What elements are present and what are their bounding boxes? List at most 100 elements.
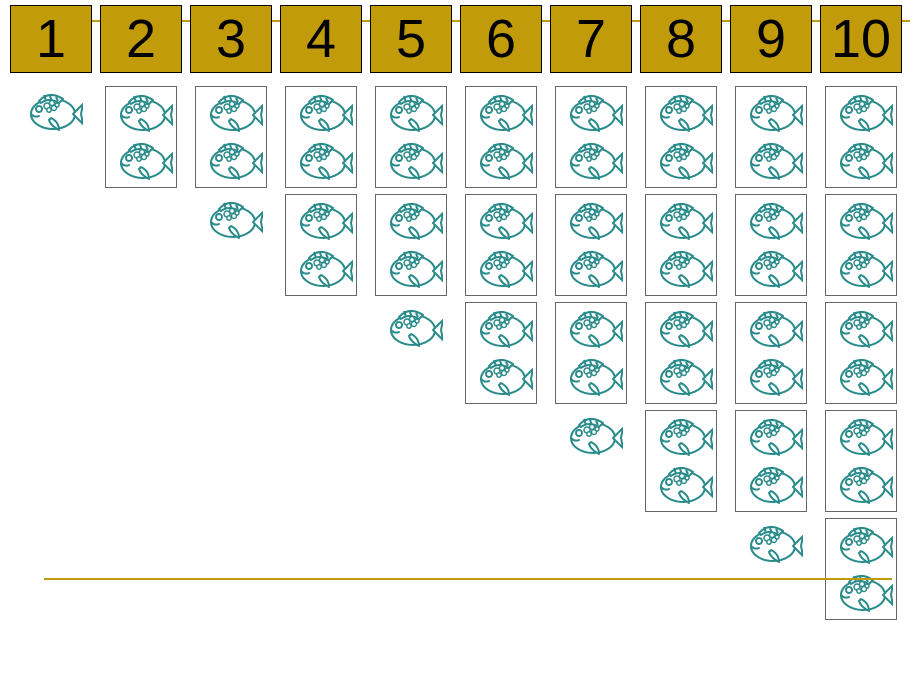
fish-pair-box <box>645 194 717 296</box>
fish-pair-box <box>645 410 717 512</box>
fish-column-8 <box>640 86 722 512</box>
fish-pair-box <box>555 86 627 188</box>
fish-icon <box>739 197 803 243</box>
fish-icon <box>379 304 443 350</box>
fish-icon <box>379 245 443 291</box>
fish-icon <box>199 89 263 135</box>
fish-icon <box>379 89 443 135</box>
fish-icon <box>559 412 623 458</box>
number-tile-label: 9 <box>756 12 786 66</box>
fish-icon <box>649 353 713 399</box>
fish-pair-box <box>195 86 267 188</box>
fish-icon <box>109 89 173 135</box>
fish-icon <box>649 197 713 243</box>
fish-icon <box>739 413 803 459</box>
number-tile-8: 8 <box>640 5 722 73</box>
number-tile-5: 5 <box>370 5 452 73</box>
fish-icon <box>469 89 533 135</box>
fish-icon <box>289 197 353 243</box>
fish-icon <box>559 197 623 243</box>
fish-icon <box>739 461 803 507</box>
fish-column-1 <box>10 86 92 134</box>
fish-icon <box>649 89 713 135</box>
fish-pair-box <box>465 194 537 296</box>
number-tile-6: 6 <box>460 5 542 73</box>
fish-pair-box <box>825 410 897 512</box>
fish-pair-box <box>735 86 807 188</box>
number-tile-4: 4 <box>280 5 362 73</box>
fish-icon <box>649 305 713 351</box>
fish-icon <box>199 196 263 242</box>
fish-icon <box>109 137 173 183</box>
fish-pair-box <box>825 194 897 296</box>
fish-pair-box <box>645 302 717 404</box>
bottom-rule <box>44 578 892 580</box>
number-tile-label: 6 <box>486 12 516 66</box>
fish-icon <box>469 197 533 243</box>
fish-pair-box <box>105 86 177 188</box>
fish-icon <box>739 353 803 399</box>
fish-icon <box>559 137 623 183</box>
fish-pair-box <box>555 302 627 404</box>
counting-diagram: 1 2 3 4 5 6 7 8 9 10 <box>0 0 920 690</box>
fish-icon <box>739 137 803 183</box>
fish-pair-box <box>825 302 897 404</box>
fish-pair-box <box>555 194 627 296</box>
number-tile-label: 5 <box>396 12 426 66</box>
number-tile-label: 8 <box>666 12 696 66</box>
fish-column-6 <box>460 86 542 404</box>
fish-icon <box>829 413 893 459</box>
fish-column-9 <box>730 86 812 566</box>
fish-icon <box>469 353 533 399</box>
fish-icon <box>649 245 713 291</box>
fish-icon <box>289 245 353 291</box>
number-tile-label: 4 <box>306 12 336 66</box>
fish-icon <box>739 245 803 291</box>
fish-icon <box>379 137 443 183</box>
fish-pair-box <box>735 194 807 296</box>
fish-icon <box>19 88 83 134</box>
number-tile-2: 2 <box>100 5 182 73</box>
fish-column-10 <box>820 86 902 620</box>
number-tile-label: 2 <box>126 12 156 66</box>
fish-pair-box <box>285 194 357 296</box>
fish-pair-box <box>825 518 897 620</box>
number-tile-1: 1 <box>10 5 92 73</box>
fish-pair-box <box>375 194 447 296</box>
fish-column-2 <box>100 86 182 188</box>
fish-icon <box>739 520 803 566</box>
number-header-row: 1 2 3 4 5 6 7 8 9 10 <box>10 5 902 73</box>
fish-icon <box>829 197 893 243</box>
fish-icon <box>829 137 893 183</box>
fish-icon <box>559 353 623 399</box>
fish-pair-box <box>285 86 357 188</box>
number-tile-7: 7 <box>550 5 632 73</box>
number-tile-label: 3 <box>216 12 246 66</box>
fish-icon <box>469 245 533 291</box>
fish-pair-box <box>375 86 447 188</box>
fish-column-7 <box>550 86 632 458</box>
fish-icon <box>469 137 533 183</box>
fish-icon <box>829 89 893 135</box>
fish-icon <box>289 89 353 135</box>
fish-icon <box>649 137 713 183</box>
fish-column-4 <box>280 86 362 296</box>
number-tile-label: 1 <box>36 12 66 66</box>
fish-column-5 <box>370 86 452 350</box>
number-tile-label: 7 <box>576 12 606 66</box>
number-tile-9: 9 <box>730 5 812 73</box>
fish-icon <box>829 569 893 615</box>
fish-icon <box>829 353 893 399</box>
number-tile-3: 3 <box>190 5 272 73</box>
fish-pair-box <box>735 302 807 404</box>
fish-icon <box>469 305 533 351</box>
fish-pair-box <box>825 86 897 188</box>
fish-icon <box>289 137 353 183</box>
number-tile-label: 10 <box>831 12 891 66</box>
fish-icon <box>739 305 803 351</box>
fish-column-3 <box>190 86 272 242</box>
fish-pair-box <box>645 86 717 188</box>
fish-icon <box>829 521 893 567</box>
fish-icon <box>559 305 623 351</box>
fish-icon <box>559 89 623 135</box>
